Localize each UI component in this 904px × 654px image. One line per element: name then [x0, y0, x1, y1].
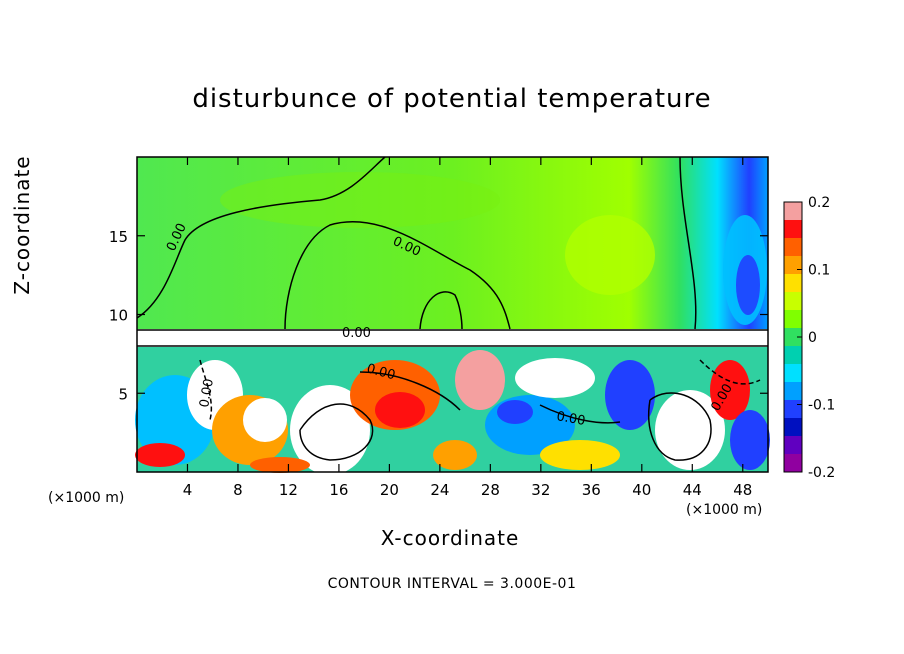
contour-line [648, 392, 712, 461]
field-blob [540, 440, 620, 470]
contour-lines [136, 156, 768, 461]
colorbar-tick-label: 0.2 [808, 195, 830, 211]
y-axis: 5 10 15 [109, 228, 768, 403]
plot-field [135, 157, 770, 475]
colorbar-swatch [784, 400, 802, 419]
x-tick-label: 40 [632, 481, 651, 499]
y-tick-label: 5 [118, 385, 128, 403]
field-blob [730, 410, 770, 470]
field-blob [220, 172, 500, 228]
contour-label: 0.00 [197, 378, 217, 409]
colorbar-swatch [784, 238, 802, 257]
x-axis: 4 8 12 16 20 24 28 32 36 40 44 48 [183, 157, 752, 499]
colorbar-swatch [784, 454, 802, 473]
colorbar-swatch [784, 220, 802, 239]
contour-label: 0.00 [365, 361, 397, 383]
colorbar-swatch [784, 418, 802, 437]
colorbar-tick-label: -0.1 [808, 398, 835, 414]
colorbar-tick-label: 0.1 [808, 263, 830, 279]
field-blob [565, 215, 655, 295]
contour-line [136, 156, 386, 319]
x-unit-label-right: (×1000 m) [686, 502, 763, 518]
x-tick-label: 28 [481, 481, 500, 499]
y-tick-label: 15 [109, 228, 128, 246]
contour-line [299, 403, 374, 461]
y-tick-label: 10 [109, 307, 128, 325]
field-blob [433, 440, 477, 470]
contour-line [679, 156, 697, 330]
x-tick-label: 8 [233, 481, 243, 499]
contour-line [539, 404, 621, 424]
colorbar-tick-label: 0 [808, 330, 817, 346]
contour-label: 0.00 [342, 326, 371, 341]
field-blob [736, 255, 760, 315]
colorbar-swatch [784, 364, 802, 383]
x-tick-label: 44 [683, 481, 702, 499]
x-tick-label: 16 [329, 481, 348, 499]
x-tick-label: 4 [183, 481, 193, 499]
contour-line [419, 291, 463, 330]
field-blob [497, 400, 533, 424]
x-tick-label: 48 [733, 481, 752, 499]
x-tick-label: 36 [582, 481, 601, 499]
colorbar-swatch [784, 202, 802, 221]
field-blob [455, 350, 505, 410]
x-tick-label: 32 [531, 481, 550, 499]
chart-title: disturbunce of potential temperature [192, 84, 712, 114]
field-band [137, 329, 768, 347]
field-blob [605, 360, 655, 430]
field-blob [375, 392, 425, 428]
contour-line [359, 371, 461, 411]
x-unit-label-left: (×1000 m) [48, 490, 125, 506]
contour-label: 0.00 [555, 409, 586, 429]
colorbar-swatch [784, 256, 802, 275]
contour-line [199, 359, 212, 421]
x-tick-label: 24 [430, 481, 449, 499]
colorbar-swatch [784, 310, 802, 329]
field-blob [710, 360, 750, 420]
field-blob [135, 443, 185, 467]
contour-line [699, 359, 761, 385]
x-tick-label: 12 [279, 481, 298, 499]
colorbar-swatch [784, 346, 802, 365]
colorbar: 0.2 0.1 0 -0.1 -0.2 [783, 195, 835, 481]
colorbar-swatch [784, 436, 802, 455]
x-axis-label: X-coordinate [380, 526, 520, 550]
field-blob [243, 398, 287, 442]
x-tick-label: 20 [380, 481, 399, 499]
colorbar-swatch [784, 328, 802, 347]
colorbar-swatch [784, 274, 802, 293]
colorbar-swatch [784, 292, 802, 311]
field-blob [655, 390, 725, 470]
colorbar-tick-label: -0.2 [808, 465, 835, 481]
contour-line [284, 220, 511, 330]
colorbar-swatch [784, 382, 802, 401]
contour-interval-text: CONTOUR INTERVAL = 3.000E-01 [327, 576, 577, 592]
field-blob [250, 457, 310, 473]
field-blob [515, 358, 595, 398]
